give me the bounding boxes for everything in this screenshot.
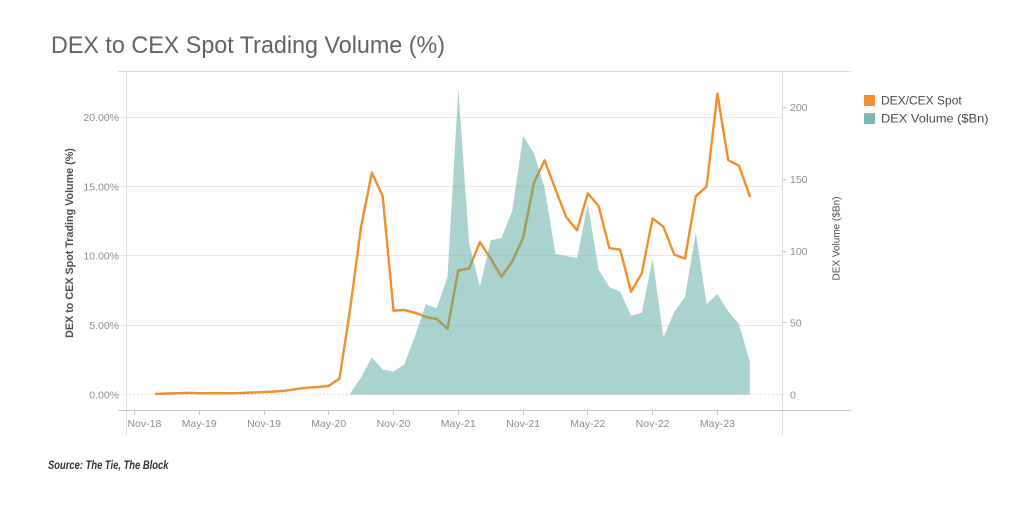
svg-text:Nov-20: Nov-20 (377, 418, 411, 430)
svg-text:150: 150 (790, 174, 808, 186)
svg-text:May-20: May-20 (311, 418, 346, 430)
svg-text:100: 100 (790, 246, 808, 258)
svg-text:5.00%: 5.00% (89, 320, 119, 332)
svg-text:0: 0 (790, 389, 796, 401)
svg-text:Source: The Tie, The Block: Source: The Tie, The Block (48, 458, 170, 472)
svg-text:10.00%: 10.00% (83, 251, 119, 263)
svg-text:200: 200 (790, 102, 808, 114)
svg-text:Nov-21: Nov-21 (506, 418, 540, 430)
svg-text:0.00%: 0.00% (89, 389, 119, 401)
svg-text:May-23: May-23 (700, 418, 735, 430)
svg-text:Nov-19: Nov-19 (247, 418, 281, 430)
svg-text:DEX/CEX Spot: DEX/CEX Spot (881, 94, 962, 108)
svg-text:DEX Volume ($Bn): DEX Volume ($Bn) (832, 197, 843, 281)
svg-text:DEX to CEX Spot Trading Volume: DEX to CEX Spot Trading Volume (%) (64, 148, 76, 338)
svg-text:Nov-18: Nov-18 (127, 418, 161, 430)
svg-text:May-22: May-22 (570, 418, 605, 430)
svg-text:15.00%: 15.00% (83, 181, 119, 193)
svg-text:May-21: May-21 (441, 418, 476, 430)
svg-text:50: 50 (790, 318, 802, 330)
svg-text:DEX to CEX Spot Trading Volume: DEX to CEX Spot Trading Volume (%) (51, 32, 445, 59)
svg-text:20.00%: 20.00% (83, 112, 119, 124)
svg-text:May-19: May-19 (182, 418, 217, 430)
svg-text:DEX Volume ($Bn): DEX Volume ($Bn) (881, 112, 989, 126)
svg-text:Nov-22: Nov-22 (636, 418, 670, 430)
